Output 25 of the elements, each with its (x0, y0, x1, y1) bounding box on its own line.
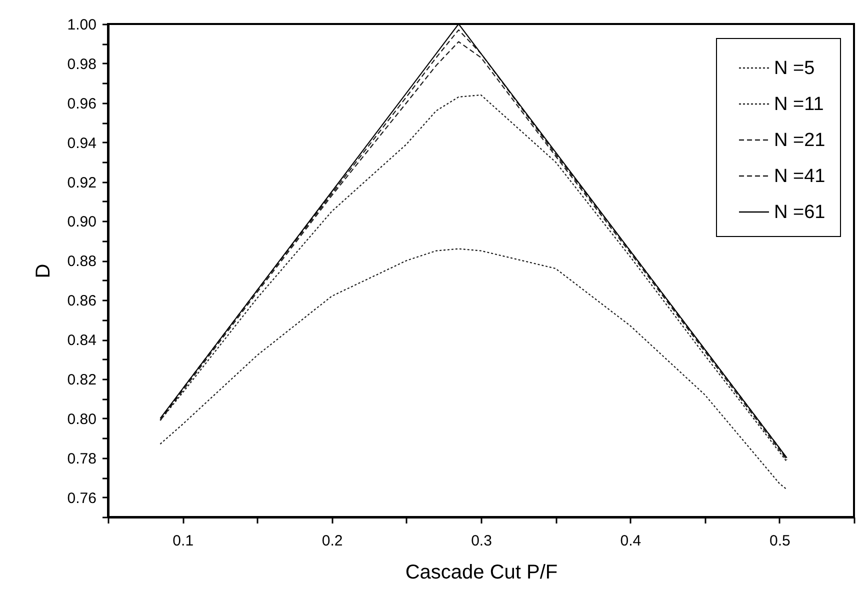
legend-label: N =41 (774, 166, 826, 187)
x-tick-label: 0.3 (471, 532, 492, 550)
y-tick-label: 0.84 (67, 332, 96, 350)
y-tick-label: 0.86 (67, 292, 96, 310)
legend-label: N =11 (774, 94, 824, 115)
x-tick-label: 0.5 (769, 532, 790, 550)
y-tick-label: 0.76 (67, 490, 96, 507)
x-tick-label: 0.4 (620, 532, 642, 550)
y-tick-label: 0.80 (67, 410, 96, 428)
legend-label: N =5 (774, 58, 815, 79)
y-tick-label: 0.94 (67, 134, 96, 152)
legend-label: N =61 (774, 202, 826, 223)
y-tick-label: 0.92 (67, 174, 96, 192)
y-tick-label: 0.90 (67, 214, 96, 231)
legend-label: N =21 (774, 130, 826, 151)
x-axis-title: Cascade Cut P/F (405, 562, 558, 584)
y-tick-label: 0.82 (67, 371, 96, 388)
y-tick-label: 0.96 (67, 95, 96, 112)
y-tick-label: 0.88 (67, 253, 96, 270)
y-tick-label: 0.98 (67, 56, 96, 73)
x-tick-label: 0.1 (172, 532, 194, 550)
y-tick-label: 0.78 (67, 450, 96, 468)
x-tick-label: 0.2 (322, 532, 343, 550)
y-tick-label: 1.00 (67, 16, 96, 34)
y-axis-title: D (32, 264, 54, 278)
